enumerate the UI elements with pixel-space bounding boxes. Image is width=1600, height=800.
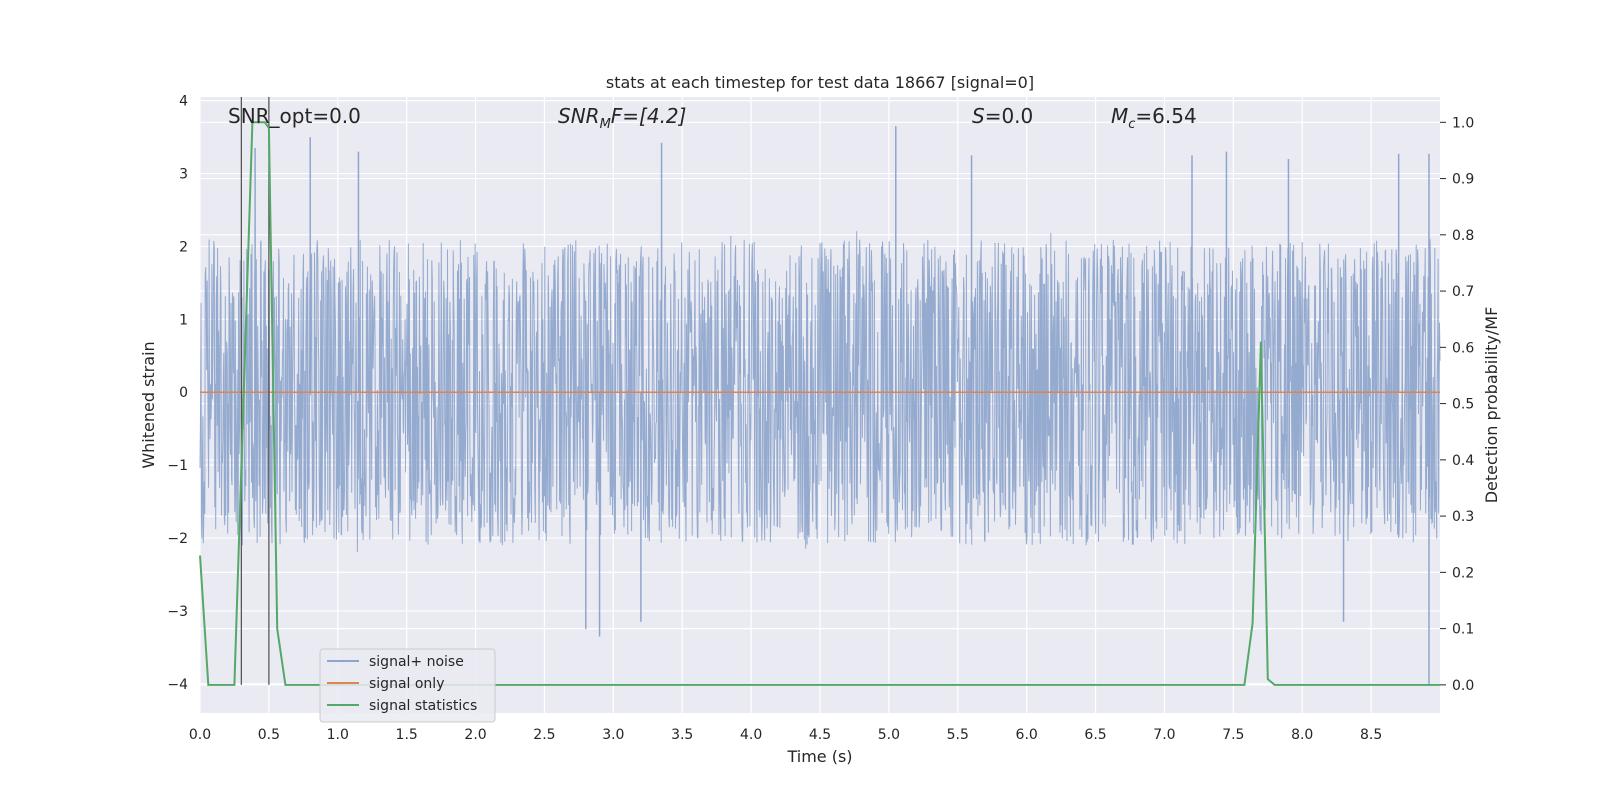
x-tick-label: 3.5 (671, 727, 693, 743)
y-tick-label: 0 (179, 385, 188, 401)
x-tick-label: 5.5 (947, 727, 969, 743)
x-tick-label: 1.5 (396, 727, 418, 743)
signal-statistics-line (199, 121, 1440, 686)
y-tick-label: −2 (167, 531, 188, 547)
legend-label-signal-noise: signal+ noise (369, 654, 464, 670)
chart-title: stats at each timestep for test data 186… (606, 73, 1034, 92)
x-tick-label: 2.0 (464, 727, 486, 743)
y-tick-label: −4 (167, 677, 188, 693)
marker-lines (240, 97, 270, 685)
y-tick-label: 4 (179, 94, 188, 110)
x-tick-label: 3.0 (602, 727, 624, 743)
y-tick-label: 3 (179, 167, 188, 183)
legend-box (319, 648, 496, 723)
y2-tick-label: 0.8 (1452, 228, 1474, 244)
y-tick-label: 2 (179, 239, 188, 255)
y2-tick-label: 0.3 (1452, 509, 1474, 525)
y2-tick-label: 1.0 (1452, 115, 1474, 131)
y-tick-label: 1 (179, 312, 188, 328)
y2-tick-label: 0.5 (1452, 397, 1474, 413)
y2-tick-label: 0.6 (1452, 340, 1474, 356)
x-tick-label: 7.5 (1222, 727, 1244, 743)
annotation-mc: Mc=6.54 (1111, 104, 1197, 132)
annotation-s: S=0.0 (972, 104, 1033, 128)
legend-label-signal-statistics: signal statistics (369, 698, 477, 714)
x-tick-label: 1.0 (327, 727, 349, 743)
x-tick-label: 0.0 (189, 727, 211, 743)
x-axis-label: Time (s) (786, 747, 852, 766)
y2-tick-label: 0.2 (1452, 565, 1474, 581)
x-axis-ticks: 0.0 0.5 1.0 1.5 2.0 2.5 3.0 3.5 4.0 4.5 5.0 5.5 6.0 6… (189, 727, 1382, 743)
legend-label-signal-only: signal only (369, 676, 444, 692)
annotation-snr-mf: SNRMF=[4.2] (558, 104, 686, 132)
y-tick-label: −1 (167, 458, 188, 474)
signal-statistics-series (199, 121, 1440, 686)
signal-noise-line (199, 231, 1441, 552)
x-tick-label: 6.5 (1084, 727, 1106, 743)
y2-tick-label: 0.7 (1452, 284, 1474, 300)
x-tick-label: 4.5 (809, 727, 831, 743)
x-tick-label: 6.0 (1016, 727, 1038, 743)
signal-noise-series (199, 126, 1441, 684)
y-axis-label: Whitened strain (139, 341, 158, 468)
x-tick-label: 5.0 (878, 727, 900, 743)
y2-axis-label: Detection probability/MF (1482, 307, 1501, 504)
y2-tick-label: 0.4 (1452, 453, 1474, 469)
legend: signal+ noise signal only signal statist… (319, 648, 496, 723)
y2-tick-label: 0.9 (1452, 172, 1474, 188)
grid (199, 97, 1440, 713)
x-tick-label: 7.0 (1153, 727, 1175, 743)
x-tick-label: 8.5 (1360, 727, 1382, 743)
y2-tick-label: 0.0 (1452, 678, 1474, 694)
x-tick-label: 4.0 (740, 727, 762, 743)
x-tick-label: 0.5 (258, 727, 280, 743)
annotation-snr-opt: SNR_opt=0.0 (228, 104, 361, 128)
y-tick-label: −3 (167, 604, 188, 620)
x-tick-label: 8.0 (1291, 727, 1313, 743)
y2-tick-label: 0.1 (1452, 622, 1474, 638)
y-axis-ticks: −4 −3 −2 −1 0 1 2 3 4 (167, 94, 188, 693)
y2-axis-ticks: 0.0 0.1 0.2 0.3 0.4 0.5 0.6 0.7 0.8 0.9 1.0 (1440, 115, 1474, 694)
x-tick-label: 2.5 (533, 727, 555, 743)
